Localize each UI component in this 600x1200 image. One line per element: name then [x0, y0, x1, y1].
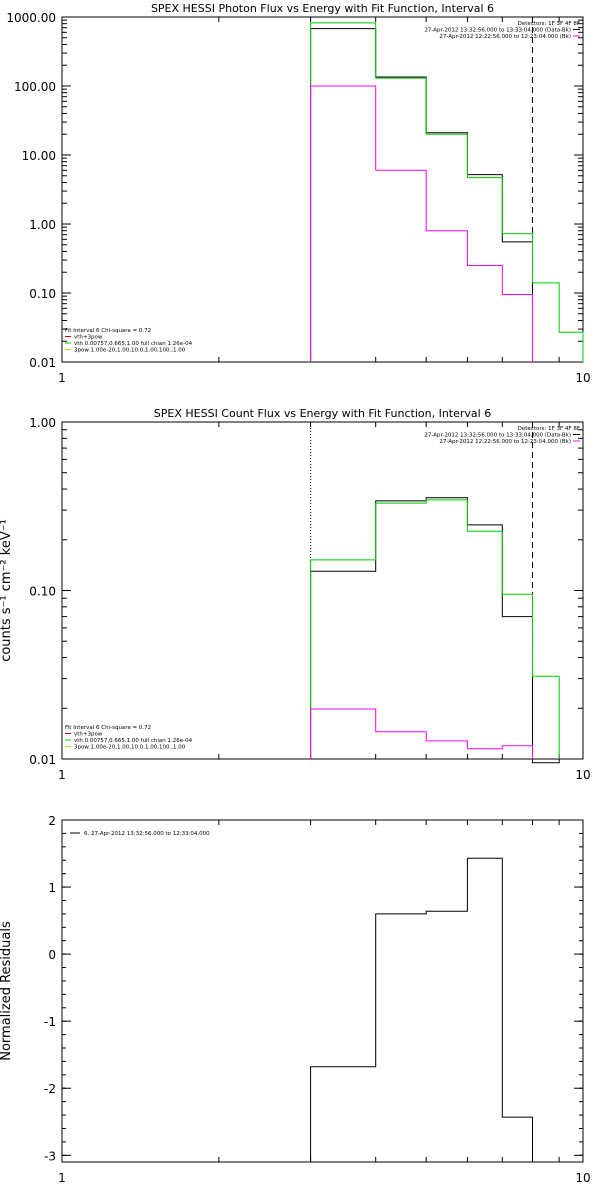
- series-step-line: [310, 497, 560, 764]
- legend-text: 27-Apr-2012 13:32:56.000 to 13:33:04.000…: [424, 28, 571, 34]
- legend-text: vth+3pow: [74, 732, 103, 738]
- legend-text: Detectors: 1F 3F 4F 8F: [518, 21, 580, 27]
- legend-text: Fit Interval 6 Chi-square = 0.72: [65, 328, 151, 334]
- series-step-line: [310, 499, 560, 759]
- y-tick-label: 0.10: [29, 287, 56, 301]
- legend-text: 3pow 1.00e-20,1.00,10.0,1.00,100.,1.00: [74, 348, 186, 354]
- x-tick-label: 1: [58, 1171, 66, 1185]
- y-axis-label: counts s⁻¹ cm⁻² keV⁻¹: [0, 519, 14, 662]
- y-tick-label: 100.00: [14, 80, 56, 94]
- y-tick-label: 1000.00: [6, 11, 56, 25]
- plot-frame: [61, 421, 584, 760]
- y-tick-label: 1.00: [29, 416, 56, 430]
- y-tick-label: 0: [48, 948, 56, 962]
- y-tick-label: 0.01: [29, 356, 56, 370]
- y-axis-label: Normalized Residuals: [0, 921, 14, 1061]
- x-tick-label: 10: [575, 371, 590, 385]
- x-tick-label: 10: [575, 1171, 590, 1185]
- legend-text: 27-Apr-2012 13:32:56.000 to 13:33:04.000…: [424, 433, 571, 439]
- x-tick-label: 10: [575, 768, 590, 782]
- plot-frame: [61, 16, 584, 363]
- y-tick-label: 1: [48, 881, 56, 895]
- legend-text: vth 0.00757,0.665,1.00 full chian 1.26e-…: [74, 341, 193, 347]
- y-tick-label: -1: [44, 1015, 56, 1029]
- y-tick-label: 2: [48, 814, 56, 828]
- y-tick-label: 1.00: [29, 218, 56, 232]
- y-tick-label: -3: [44, 1149, 56, 1163]
- y-tick-label: 10.00: [22, 149, 56, 163]
- series-step-line: [310, 28, 533, 362]
- chart-title: SPEX HESSI Count Flux vs Energy with Fit…: [154, 407, 491, 420]
- y-tick-label: 0.10: [29, 585, 56, 599]
- legend-text: 6, 27-Apr-2012 13:32:56.000 to 12:33:04.…: [84, 831, 210, 837]
- legend-text: 3pow 1.00e-20,1.00,10.0,1.00,100.,1.00: [74, 745, 186, 751]
- legend-text: 27-Apr-2012 12:22:56.000 to 12:23:04.000…: [439, 34, 571, 40]
- legend-text: Fit Interval 6 Chi-square = 0.72: [65, 725, 151, 731]
- x-tick-label: 1: [58, 371, 66, 385]
- chart-title: SPEX HESSI Photon Flux vs Energy with Fi…: [151, 2, 494, 15]
- chart-panel-1: SPEX HESSI Photon Flux vs Energy with Fi…: [6, 2, 590, 385]
- x-tick-label: 1: [58, 768, 66, 782]
- legend-text: 27-Apr-2012 12:22:56.000 to 12:23:04.000…: [439, 439, 571, 445]
- y-tick-label: -2: [44, 1082, 56, 1096]
- plot-frame: [61, 819, 584, 1163]
- series-step-line: [310, 857, 533, 1162]
- legend-text: Detectors: 1F 3F 4F 8F: [518, 426, 580, 432]
- series-step-line: [310, 85, 533, 362]
- legend-text: vth 0.00757,0.665,1.00 full chian 1.26e-…: [74, 738, 193, 744]
- y-tick-label: 0.01: [29, 753, 56, 767]
- chart-panel-2: SPEX HESSI Count Flux vs Energy with Fit…: [0, 407, 591, 782]
- series-step-line: [310, 22, 584, 362]
- series-step-line: [310, 708, 533, 759]
- legend-text: vth+3pow: [74, 335, 103, 341]
